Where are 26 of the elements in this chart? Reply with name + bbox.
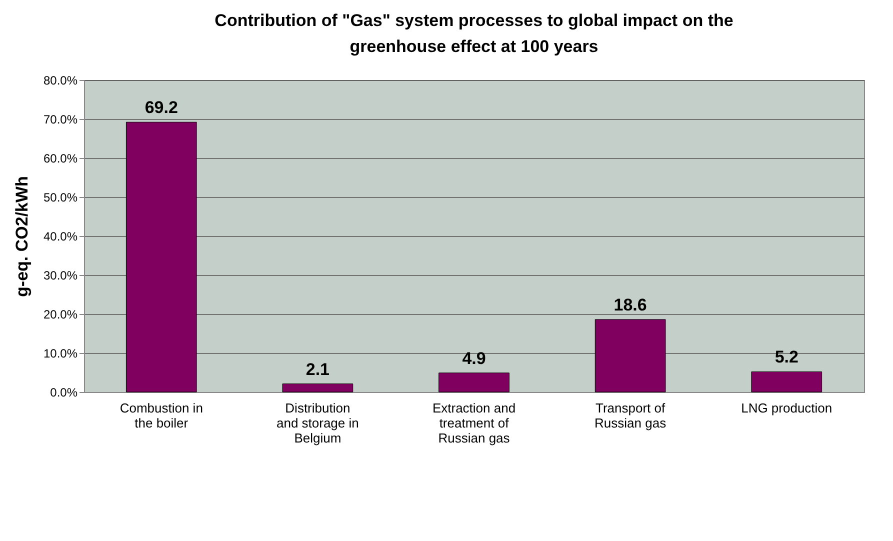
y-tick-label: 60.0% xyxy=(43,152,78,166)
x-tick-label: Distribution and storage in Belgium xyxy=(276,400,359,446)
y-tick-label: 50.0% xyxy=(43,190,78,204)
bar xyxy=(282,384,354,392)
y-tick-label: 30.0% xyxy=(43,268,78,282)
x-tick-label: Transport of Russian gas xyxy=(594,400,667,430)
y-axis-title: g-eq. CO2/kWh xyxy=(12,176,32,297)
bar xyxy=(751,371,822,392)
y-tick-label: 70.0% xyxy=(43,112,78,126)
y-tick-label: 80.0% xyxy=(43,74,78,88)
bar xyxy=(438,372,510,392)
x-tick-label: LNG production xyxy=(741,400,832,416)
y-tick-label: 0.0% xyxy=(50,386,78,400)
data-label: 2.1 xyxy=(306,360,330,379)
bar xyxy=(126,122,197,392)
y-tick-label: 20.0% xyxy=(43,308,78,322)
data-label: 4.9 xyxy=(462,348,486,368)
x-tick-label: Combustion in the boiler xyxy=(120,400,203,430)
data-label: 69.2 xyxy=(144,98,178,118)
bar xyxy=(594,319,666,392)
chart-title: Contribution of "Gas" system processes to global impact on the greenhouse effect at 100 years xyxy=(214,11,734,56)
y-tick-label: 40.0% xyxy=(43,230,78,244)
data-label: 5.2 xyxy=(774,348,798,367)
x-tick-label: Extraction and treatment of Russian gas xyxy=(432,400,516,446)
data-label: 18.6 xyxy=(614,295,647,314)
y-tick-label: 10.0% xyxy=(43,346,78,360)
